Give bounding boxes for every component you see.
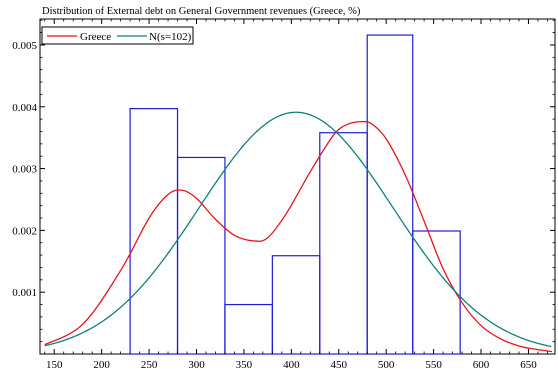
series-line-normal [44, 111, 552, 348]
histogram-bar-5 [366, 34, 414, 355]
x-tick-label: 650 [520, 359, 537, 371]
histogram-bar-1 [176, 156, 226, 355]
plot-frame [39, 18, 556, 355]
x-tick-label: 300 [188, 359, 205, 371]
legend-label-greece: Greece [80, 31, 111, 43]
axes: 150 200 250 300 350 400 450 500 550 600 650 0.001 0.… [12, 19, 555, 371]
x-tick-label: 150 [46, 359, 63, 371]
y-tick-label: 0.003 [12, 164, 37, 176]
histogram-bar-4 [319, 132, 368, 355]
y-tick-label: 0.001 [12, 287, 37, 299]
x-tick-label: 550 [425, 359, 442, 371]
histogram-bar-2 [224, 303, 273, 355]
histogram-bar-0 [129, 108, 179, 355]
x-tick-label: 350 [236, 359, 253, 371]
x-tick-label: 450 [331, 359, 348, 371]
y-tick-label: 0.004 [12, 102, 37, 114]
legend: Greece N(s=102) [41, 26, 194, 45]
x-tick-label: 400 [283, 359, 300, 371]
histogram-bar-6 [412, 230, 461, 355]
density-curves [44, 111, 553, 353]
series-line-greece [44, 120, 553, 353]
x-tick-label: 600 [473, 359, 490, 371]
x-tick-label: 250 [141, 359, 158, 371]
histogram-bar-3 [271, 255, 321, 355]
chart-title: Distribution of External debt on General… [42, 6, 361, 17]
y-tick-label: 0.002 [12, 225, 37, 237]
legend-label-normal: N(s=102) [149, 31, 192, 43]
x-tick-label: 200 [93, 359, 110, 371]
y-tick-label: 0.005 [12, 40, 37, 52]
histogram-bars [129, 34, 461, 355]
x-tick-label: 500 [378, 359, 395, 371]
